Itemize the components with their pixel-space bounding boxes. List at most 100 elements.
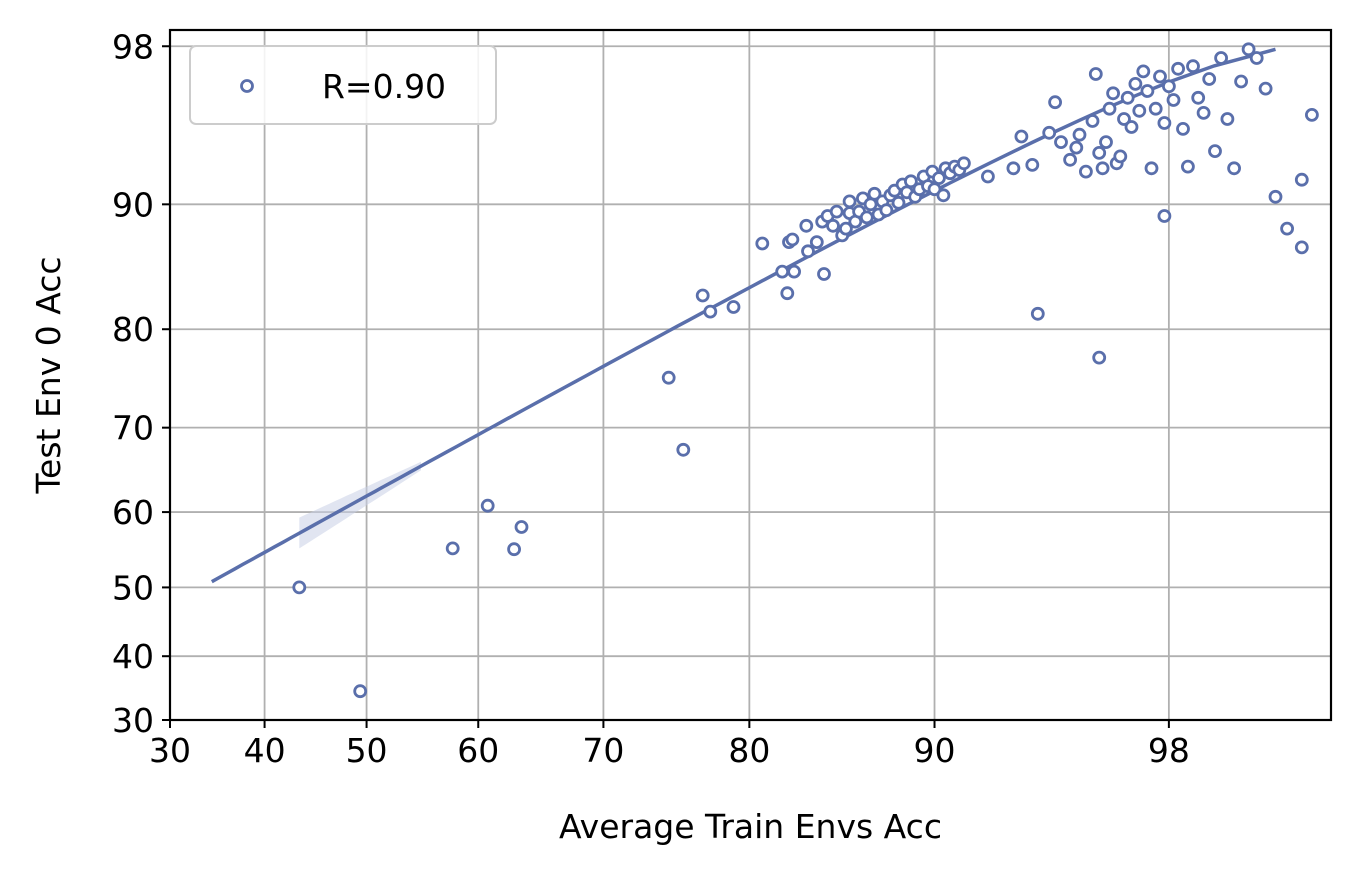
legend-box xyxy=(189,45,497,125)
data-point xyxy=(1030,306,1045,321)
points-group xyxy=(292,42,1319,699)
data-point xyxy=(1092,350,1107,365)
data-point xyxy=(1042,125,1057,140)
data-point xyxy=(353,684,368,699)
data-point xyxy=(1092,145,1107,160)
y-axis-label: Test Env 0 Acc xyxy=(29,256,68,494)
data-point xyxy=(775,264,790,279)
data-point xyxy=(1305,108,1319,122)
data-point xyxy=(936,188,951,203)
data-point xyxy=(879,203,894,218)
data-point xyxy=(480,498,495,513)
data-point xyxy=(507,542,521,557)
x-axis-label: Average Train Envs Acc xyxy=(559,807,942,846)
plot-frame xyxy=(168,28,1333,722)
data-point xyxy=(1176,121,1190,136)
data-point xyxy=(1072,127,1087,142)
data-point xyxy=(1258,81,1273,96)
y-tick-label: 50 xyxy=(112,568,154,607)
legend: R=0.90 xyxy=(189,45,497,125)
data-point xyxy=(1117,112,1131,126)
grid xyxy=(169,30,1331,721)
data-point xyxy=(676,442,691,457)
data-point xyxy=(755,236,770,251)
y-ticks: 30 40 50 60 70 80 90 98 xyxy=(112,27,170,740)
data-point xyxy=(867,186,882,201)
data-point xyxy=(1095,161,1110,176)
y-tick-label: 98 xyxy=(112,27,154,66)
y-tick-label: 30 xyxy=(112,701,154,740)
y-tick-label: 70 xyxy=(112,409,154,448)
data-point xyxy=(1106,86,1120,101)
x-tick-label: 98 xyxy=(1148,731,1190,770)
data-point xyxy=(1085,114,1100,128)
data-point xyxy=(445,541,460,556)
data-point xyxy=(1153,69,1167,84)
data-point xyxy=(1128,77,1143,91)
data-point xyxy=(826,218,840,233)
data-point xyxy=(1048,95,1062,110)
data-point xyxy=(1234,74,1248,89)
data-point xyxy=(842,194,857,209)
data-point xyxy=(1157,209,1172,223)
data-point xyxy=(695,288,710,303)
data-point xyxy=(1294,240,1309,255)
data-point xyxy=(1208,144,1222,159)
x-tick-label: 40 xyxy=(244,731,286,770)
data-point xyxy=(1186,59,1200,74)
data-point xyxy=(927,182,942,197)
data-point xyxy=(1181,159,1195,174)
data-point xyxy=(1241,42,1256,57)
data-point xyxy=(1220,112,1235,126)
data-point xyxy=(859,210,874,225)
data-point xyxy=(1268,189,1283,204)
y-tick-label: 40 xyxy=(112,637,154,676)
data-point xyxy=(1196,106,1211,120)
data-point xyxy=(1102,101,1117,116)
x-tick-label: 90 xyxy=(914,731,956,770)
data-point xyxy=(1120,90,1135,105)
data-point xyxy=(1088,67,1103,81)
data-point xyxy=(799,218,814,233)
data-point xyxy=(661,370,676,385)
data-point xyxy=(1166,93,1181,107)
data-point xyxy=(1124,120,1139,134)
data-point xyxy=(1136,64,1151,79)
data-point xyxy=(1069,140,1084,155)
data-point xyxy=(904,174,918,189)
data-point xyxy=(703,304,718,319)
data-point xyxy=(292,580,307,595)
data-point xyxy=(981,169,995,184)
data-point xyxy=(932,171,946,186)
data-point xyxy=(1099,135,1113,150)
data-point xyxy=(839,221,853,236)
data-point xyxy=(1148,101,1163,116)
data-point xyxy=(1171,61,1185,76)
data-point xyxy=(809,235,824,250)
data-point xyxy=(1214,51,1228,65)
data-point xyxy=(957,156,971,171)
data-point xyxy=(1280,221,1294,236)
data-point xyxy=(1025,157,1040,172)
x-tick-label: 60 xyxy=(457,731,499,770)
x-tick-label: 30 xyxy=(149,731,191,770)
data-point xyxy=(787,264,801,279)
data-point xyxy=(1157,116,1172,130)
data-point xyxy=(1191,90,1206,105)
data-point xyxy=(1014,129,1029,144)
data-point xyxy=(514,520,529,534)
data-point xyxy=(726,300,741,314)
data-point xyxy=(1162,79,1176,94)
data-point xyxy=(829,204,844,219)
y-tick-label: 60 xyxy=(112,493,154,532)
data-point xyxy=(1144,161,1159,176)
data-point xyxy=(780,286,795,301)
data-point xyxy=(1227,161,1241,176)
data-point xyxy=(1054,135,1068,150)
x-ticks: 30 40 50 60 70 80 90 98 xyxy=(149,720,1190,770)
data-point xyxy=(1294,172,1309,187)
data-point xyxy=(785,232,800,247)
x-tick-label: 50 xyxy=(346,731,388,770)
data-point xyxy=(1140,84,1155,98)
